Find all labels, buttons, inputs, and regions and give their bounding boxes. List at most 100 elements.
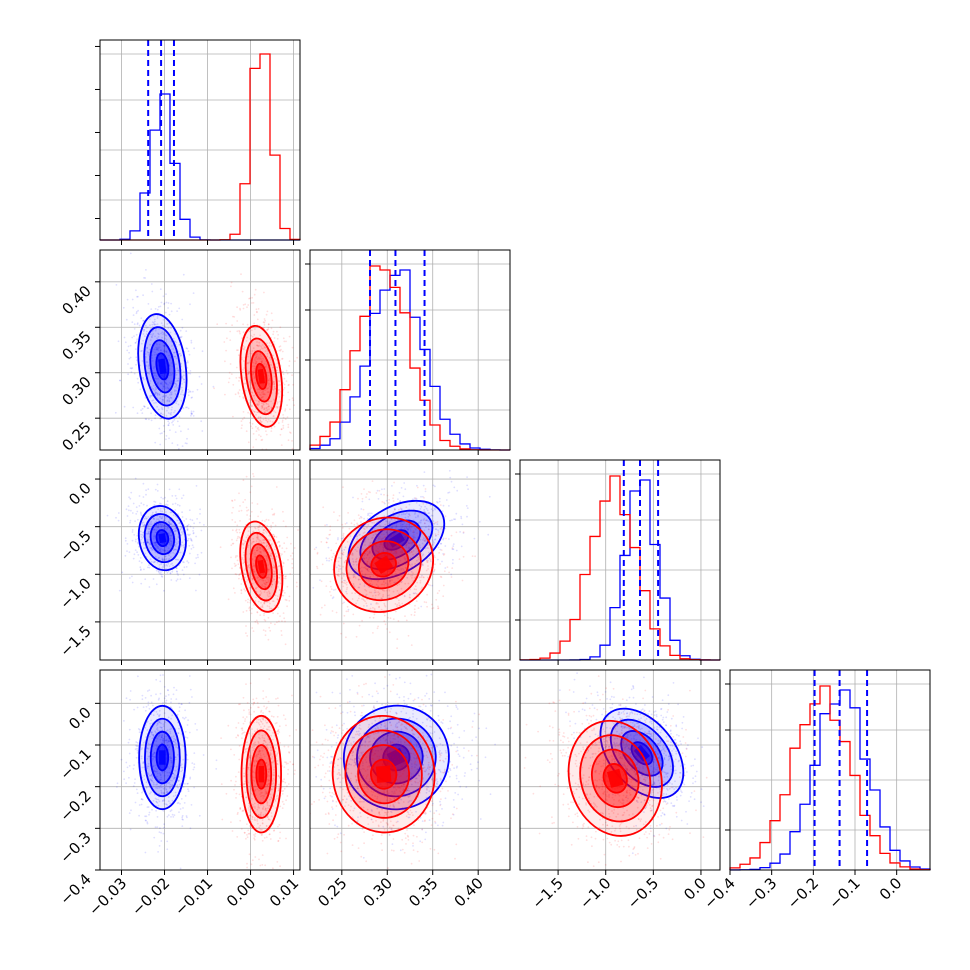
sample-point xyxy=(261,360,264,362)
sample-point xyxy=(173,390,176,393)
sample-point xyxy=(258,539,261,542)
sample-point xyxy=(149,396,151,399)
sample-point xyxy=(142,319,145,322)
sample-point xyxy=(146,351,149,353)
sample-point xyxy=(161,576,164,578)
sample-point xyxy=(131,336,134,339)
sample-point xyxy=(186,526,188,528)
sample-point xyxy=(245,475,248,478)
sample-point xyxy=(146,346,149,349)
sample-point xyxy=(167,800,170,803)
sample-point xyxy=(374,594,377,597)
sample-point xyxy=(264,586,267,589)
sample-point xyxy=(238,510,241,512)
sample-point xyxy=(254,382,257,385)
sample-point xyxy=(263,618,266,621)
sample-point xyxy=(184,442,187,444)
sample-point xyxy=(154,386,157,389)
sample-point xyxy=(419,546,422,549)
sample-point xyxy=(262,629,265,631)
sample-point xyxy=(369,491,371,494)
sample-point xyxy=(137,675,139,678)
sample-point xyxy=(251,577,254,580)
sample-point xyxy=(438,589,441,592)
sample-point xyxy=(141,360,144,362)
sample-point xyxy=(165,784,168,787)
sample-point xyxy=(272,366,274,369)
sample-point xyxy=(143,405,145,407)
sample-point xyxy=(253,411,256,413)
sample-point xyxy=(371,555,374,557)
sample-point xyxy=(263,614,265,617)
sample-point xyxy=(145,750,148,753)
sample-point xyxy=(168,437,170,440)
sample-point xyxy=(142,525,145,527)
sample-point xyxy=(273,573,276,575)
sample-point xyxy=(256,402,259,405)
sample-point xyxy=(377,513,380,515)
sample-point xyxy=(260,541,263,544)
sample-point xyxy=(371,480,374,482)
sample-point xyxy=(279,451,281,453)
sample-point xyxy=(270,400,272,403)
sample-point xyxy=(160,547,162,550)
sample-point xyxy=(152,765,155,768)
sample-point xyxy=(414,497,417,500)
sample-point xyxy=(170,765,173,768)
sample-point xyxy=(179,867,182,870)
sample-point xyxy=(266,556,269,559)
sample-point xyxy=(352,613,355,616)
sample-point xyxy=(251,422,254,425)
sample-point xyxy=(273,575,276,578)
sample-point xyxy=(274,411,277,414)
sample-point xyxy=(320,541,323,543)
sample-point xyxy=(155,569,158,572)
sample-point xyxy=(387,502,390,504)
sample-point xyxy=(136,412,139,415)
sample-point xyxy=(263,591,266,593)
sample-point xyxy=(154,555,157,558)
sample-point xyxy=(231,500,234,502)
sample-point xyxy=(273,571,276,573)
sample-point xyxy=(267,578,269,581)
sample-point xyxy=(173,340,176,342)
sample-point xyxy=(271,319,274,322)
sample-point xyxy=(168,398,171,400)
sample-point xyxy=(171,406,173,409)
sample-point xyxy=(405,567,407,569)
sample-point xyxy=(352,496,354,499)
sample-point xyxy=(304,583,306,585)
sample-point xyxy=(276,366,278,369)
sample-point xyxy=(247,304,250,306)
sample-point xyxy=(148,689,151,691)
sample-point xyxy=(186,525,189,527)
sample-point xyxy=(405,527,408,529)
sample-point xyxy=(117,340,120,343)
sample-point xyxy=(156,713,159,716)
sample-point xyxy=(370,547,373,549)
sample-point xyxy=(157,332,160,335)
sample-point xyxy=(259,393,261,396)
sample-point xyxy=(242,562,245,565)
sample-point xyxy=(271,583,274,586)
sample-point xyxy=(273,425,276,428)
sample-point xyxy=(150,419,153,422)
sample-point xyxy=(189,533,191,536)
sample-point xyxy=(365,496,367,498)
sample-point xyxy=(452,548,455,551)
sample-point xyxy=(148,566,151,569)
sample-point xyxy=(168,746,170,749)
sample-point xyxy=(154,767,157,770)
sample-point xyxy=(431,515,434,517)
sample-point xyxy=(436,523,439,526)
sample-point xyxy=(167,563,170,565)
sample-point xyxy=(423,540,426,542)
sample-point xyxy=(166,735,168,738)
sample-point xyxy=(436,521,439,523)
sample-point xyxy=(152,561,155,564)
sample-point xyxy=(156,392,159,395)
sample-point xyxy=(414,604,416,607)
sample-point xyxy=(188,701,191,704)
sample-point xyxy=(263,318,266,320)
sample-point xyxy=(145,269,147,271)
